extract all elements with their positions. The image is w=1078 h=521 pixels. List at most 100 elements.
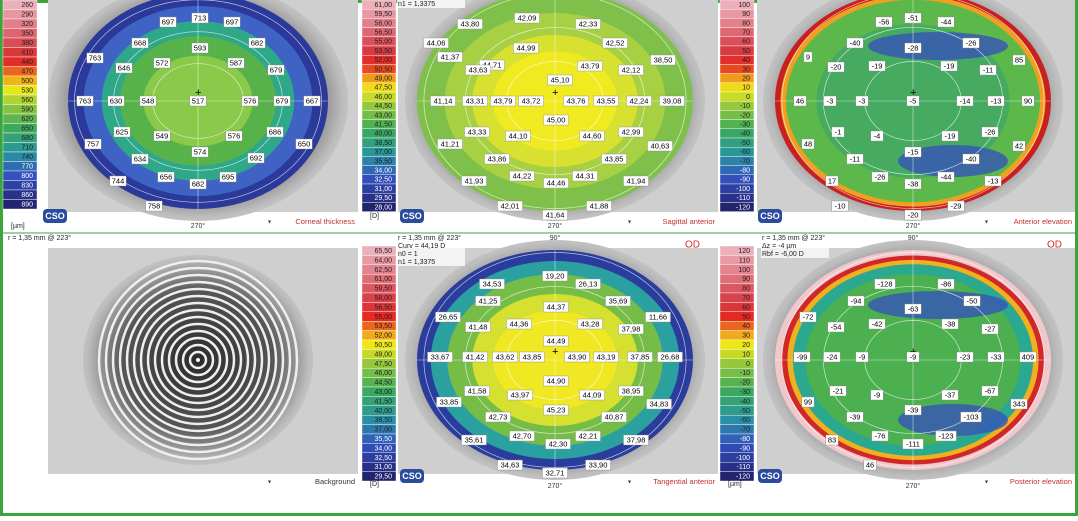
scale-label: -80 — [740, 436, 750, 443]
scale-label: 47,50 — [374, 85, 392, 92]
map-label-box — [435, 311, 461, 323]
map-label-box — [464, 385, 490, 397]
logo-box — [758, 209, 782, 223]
map-label: -26 — [966, 38, 977, 47]
placido-ring — [111, 273, 285, 447]
map-label-box — [223, 16, 241, 28]
map-label-box — [956, 95, 974, 107]
map-label: -67 — [985, 386, 996, 395]
map-label: 11,66 — [649, 312, 667, 321]
placido-ring — [160, 322, 236, 398]
map-label-box — [963, 295, 981, 307]
logo: CSO — [45, 211, 65, 221]
map-label: 41,58 — [468, 386, 487, 395]
scale-label: 52,00 — [374, 333, 392, 340]
map-label-box — [115, 62, 133, 74]
map-label-box — [618, 64, 644, 76]
map-label-box — [572, 170, 598, 182]
angle-label: 270° — [548, 222, 563, 230]
map-label-box — [241, 95, 259, 107]
map-label-box — [462, 95, 488, 107]
scale-label: 35,50 — [374, 436, 392, 443]
map-label: 19,20 — [546, 271, 565, 280]
info-bg — [397, 258, 465, 266]
scale-label: 60 — [742, 304, 750, 311]
scale-cell — [719, 471, 755, 482]
scale-label: 100 — [738, 267, 750, 274]
map-label-box — [543, 404, 569, 416]
map-label-box — [1019, 351, 1037, 363]
map-label-box — [506, 318, 532, 330]
map-label: 34,63 — [501, 460, 520, 469]
map-label-box — [76, 95, 94, 107]
scale-label: 35,50 — [374, 158, 392, 165]
map-label-box — [904, 178, 922, 190]
logo: CSO — [402, 211, 422, 221]
map-label: -54 — [831, 322, 842, 331]
map-label-box — [645, 311, 671, 323]
map-label-box — [484, 153, 510, 165]
map-label: -20 — [908, 210, 919, 219]
map-label: -4 — [874, 131, 881, 140]
map-label: -11 — [983, 65, 993, 74]
info-text: Δz = -4 µm — [762, 243, 796, 250]
map-label-box — [219, 171, 237, 183]
map-label-box — [303, 95, 321, 107]
map-label-box — [827, 321, 845, 333]
map-label-box — [577, 318, 603, 330]
map-label: 99 — [804, 397, 812, 406]
map-label: -21 — [833, 386, 844, 395]
map-label: 41,37 — [441, 52, 460, 61]
map-label: 682 — [251, 38, 264, 47]
scale-label: 49,00 — [374, 351, 392, 358]
map-label: 26,68 — [661, 352, 680, 361]
map-label: 41,14 — [434, 96, 453, 105]
map-label-box — [659, 95, 685, 107]
map-label: -37 — [945, 390, 956, 399]
map-label: 46 — [796, 96, 804, 105]
angle-label: 270° — [191, 222, 206, 230]
map-label-box — [941, 130, 959, 142]
map-label: -9 — [859, 352, 866, 361]
scale-cell — [361, 202, 397, 212]
map-label-box — [987, 351, 1005, 363]
scale-label: 530 — [21, 88, 33, 95]
map-label: -50 — [967, 296, 978, 305]
map-label: 43,62 — [496, 352, 515, 361]
map-label-box — [423, 37, 449, 49]
map-label: 572 — [156, 58, 169, 67]
scale-label: 560 — [21, 97, 33, 104]
map-label-box — [575, 278, 601, 290]
map-label: 42,21 — [579, 431, 598, 440]
map-label-box — [627, 351, 653, 363]
map-label: 42,99 — [622, 127, 641, 136]
map-label-box — [941, 318, 959, 330]
map-label: -39 — [850, 412, 861, 421]
map-label: -27 — [985, 324, 996, 333]
scale-label: -20 — [740, 380, 750, 387]
map-label-box — [113, 126, 131, 138]
map-label-box — [492, 351, 518, 363]
map-label: 33,67 — [431, 352, 450, 361]
map-label-box — [902, 438, 924, 450]
center-cross: + — [552, 346, 558, 358]
map-label-box — [131, 37, 149, 49]
map-label: -86 — [941, 279, 952, 288]
map-label: -24 — [827, 352, 838, 361]
scale-label: 61,00 — [374, 2, 392, 9]
map-label: 17 — [828, 176, 836, 185]
logo-box — [400, 469, 424, 483]
map-label-box — [906, 95, 920, 107]
map-label-box — [904, 209, 922, 221]
scale-label: -80 — [740, 168, 750, 175]
map-label-box — [545, 438, 571, 450]
map-label-box — [981, 323, 999, 335]
map-label: 697 — [226, 17, 239, 26]
map-label-box — [960, 411, 982, 423]
angle-label: 270° — [906, 222, 921, 230]
map-label: -29 — [951, 201, 962, 210]
scale-label: 10 — [742, 85, 750, 92]
info-bg — [7, 234, 75, 242]
scale-label: 56,50 — [374, 30, 392, 37]
map-label-box — [507, 389, 533, 401]
